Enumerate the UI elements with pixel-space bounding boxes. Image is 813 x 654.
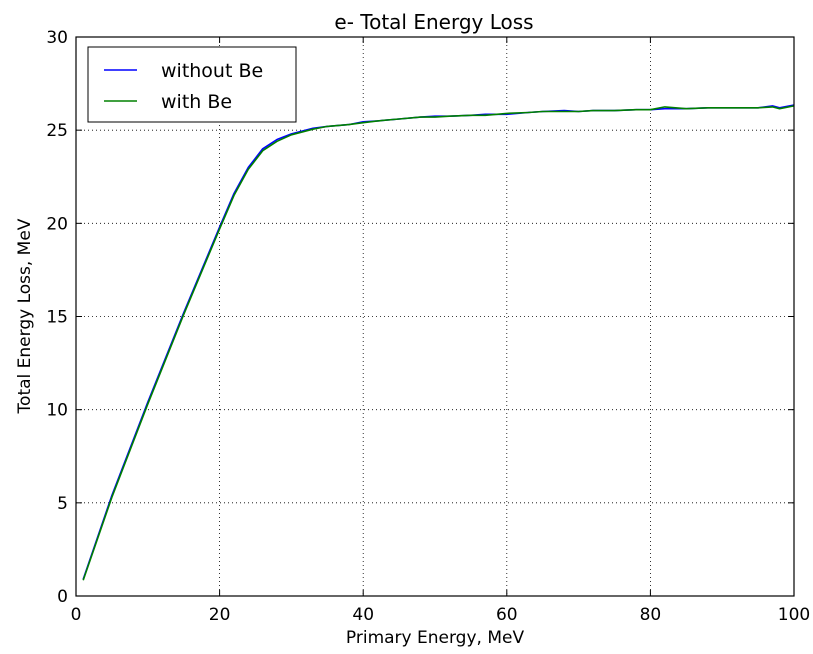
y-tick-label: 30 [46, 28, 68, 48]
x-tick-label: 0 [71, 605, 82, 625]
series-line-with-be [82, 105, 795, 581]
legend-label-without-be: without Be [161, 60, 263, 82]
x-tick-label: 20 [209, 605, 231, 625]
y-tick-label: 5 [57, 494, 68, 514]
chart-title: e- Total Energy Loss [334, 10, 533, 34]
legend-box [87, 46, 297, 123]
series-lines [82, 104, 795, 581]
y-tick-label: 0 [57, 587, 68, 607]
legend-label-with-be: with Be [161, 91, 232, 113]
x-tick-label: 60 [496, 605, 518, 625]
y-tick-label: 10 [46, 401, 68, 421]
x-tick-label: 100 [778, 605, 810, 625]
axis-ticks: 0 20 40 60 80 100 0 5 10 15 20 25 30 [46, 28, 810, 625]
series-line-without-be [82, 104, 795, 580]
y-axis-label: Total Energy Loss, MeV [15, 218, 35, 414]
y-tick-label: 15 [46, 308, 68, 328]
legend: without Be with Be [87, 46, 297, 123]
x-tick-label: 80 [640, 605, 662, 625]
y-tick-label: 20 [46, 214, 68, 234]
y-tick-label: 25 [46, 121, 68, 141]
x-tick-label: 40 [352, 605, 374, 625]
x-axis-label: Primary Energy, MeV [346, 628, 525, 648]
